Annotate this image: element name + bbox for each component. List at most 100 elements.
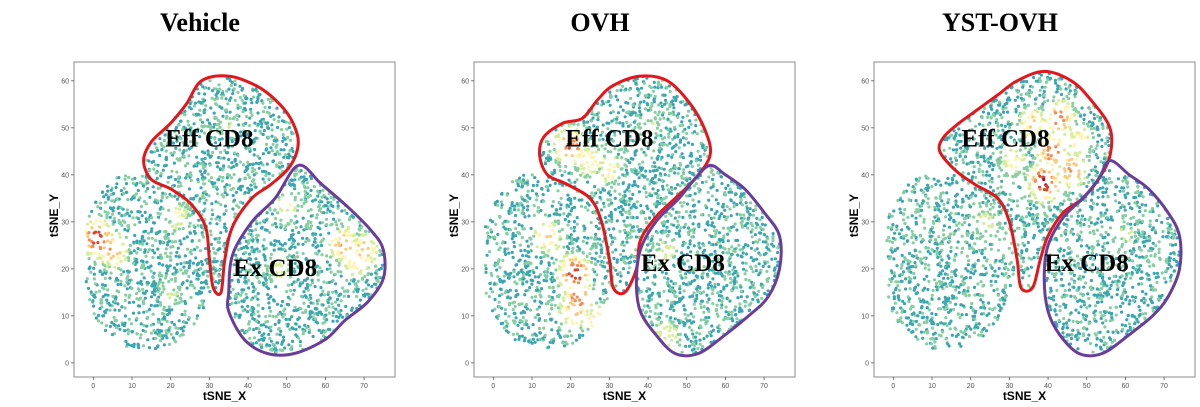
cell-point (179, 119, 183, 123)
cell-point (202, 182, 206, 186)
cell-point (308, 328, 312, 332)
cell-point (655, 200, 659, 204)
cell-point (550, 204, 554, 208)
cell-point (355, 232, 359, 236)
cell-point (621, 207, 625, 211)
cell-point (137, 311, 141, 315)
cell-point (279, 329, 283, 333)
cell-point (84, 229, 88, 233)
cell-point (743, 272, 747, 276)
cell-point (540, 246, 544, 250)
cell-point (619, 197, 624, 201)
cell-point (132, 196, 136, 200)
cell-point (151, 290, 155, 294)
cell-point (268, 206, 272, 210)
cell-point (94, 230, 98, 234)
cell-point (270, 149, 275, 153)
cell-point (163, 251, 168, 255)
cell-point (267, 306, 271, 310)
cell-point (337, 263, 341, 267)
cell-point (646, 276, 650, 280)
cell-point (547, 299, 551, 304)
cell-point (231, 207, 235, 211)
cell-point (525, 200, 529, 204)
cell-point (192, 137, 196, 141)
cell-point (681, 123, 685, 127)
cell-point (156, 148, 160, 153)
cell-point (197, 199, 202, 203)
cell-point (758, 253, 762, 257)
cell-point (165, 269, 169, 273)
cell-point (281, 193, 285, 197)
cell-point (347, 218, 351, 222)
cell-point (268, 105, 272, 110)
cell-point (599, 300, 603, 304)
cell-point (693, 267, 698, 271)
cell-point (185, 161, 190, 166)
cell-point (364, 229, 368, 233)
cell-point (189, 252, 193, 256)
cell-point (698, 332, 702, 336)
cell-point (554, 150, 558, 154)
cell-point (203, 280, 207, 284)
cell-point (305, 223, 309, 227)
cell-point (172, 161, 176, 165)
cell-point (311, 334, 315, 339)
cell-point (206, 172, 210, 176)
cell-point (166, 135, 170, 139)
cell-point (358, 238, 362, 242)
cell-point (514, 227, 518, 231)
cell-point (359, 226, 363, 230)
cell-point (598, 161, 602, 165)
cell-point (263, 180, 267, 184)
cell-point (124, 293, 128, 297)
cell-point (143, 296, 147, 300)
cell-point (162, 305, 166, 309)
cell-point (181, 151, 185, 155)
cell-point (350, 306, 354, 310)
cell-point (335, 227, 339, 231)
cell-point (141, 184, 146, 188)
cell-point (325, 197, 329, 201)
cell-point (569, 293, 573, 298)
cell-point (295, 208, 300, 213)
cell-point (100, 272, 104, 277)
cell-point (543, 213, 547, 217)
cell-point (493, 307, 497, 311)
cell-point (262, 238, 266, 242)
cell-point (136, 247, 140, 251)
cell-point (744, 201, 748, 205)
cell-point (88, 298, 92, 302)
cell-point (539, 256, 543, 260)
cell-point (610, 201, 614, 205)
cell-point (127, 317, 131, 321)
cell-point (498, 265, 502, 270)
cell-point (321, 321, 325, 325)
cell-point (722, 287, 726, 291)
cell-point (206, 274, 210, 278)
cell-point (110, 212, 115, 216)
cell-point (235, 162, 239, 166)
cell-point (568, 134, 572, 138)
cell-point (512, 240, 516, 244)
cell-point (269, 242, 273, 246)
cell-point (327, 280, 332, 284)
cell-point (253, 147, 257, 152)
cell-point (222, 244, 226, 248)
cell-point (678, 201, 682, 205)
cell-point (278, 242, 282, 246)
cell-point (601, 301, 606, 305)
cell-point (546, 249, 550, 253)
cell-point (550, 256, 554, 260)
cell-point (532, 271, 536, 275)
cell-point (218, 215, 222, 219)
cell-point (235, 118, 239, 122)
cell-point (496, 262, 500, 266)
cell-point (210, 208, 214, 212)
cell-point (519, 268, 523, 272)
cell-point (610, 236, 614, 240)
cell-point (590, 170, 594, 174)
cell-point (202, 209, 206, 213)
cell-point (148, 195, 152, 199)
cell-point (112, 191, 116, 196)
